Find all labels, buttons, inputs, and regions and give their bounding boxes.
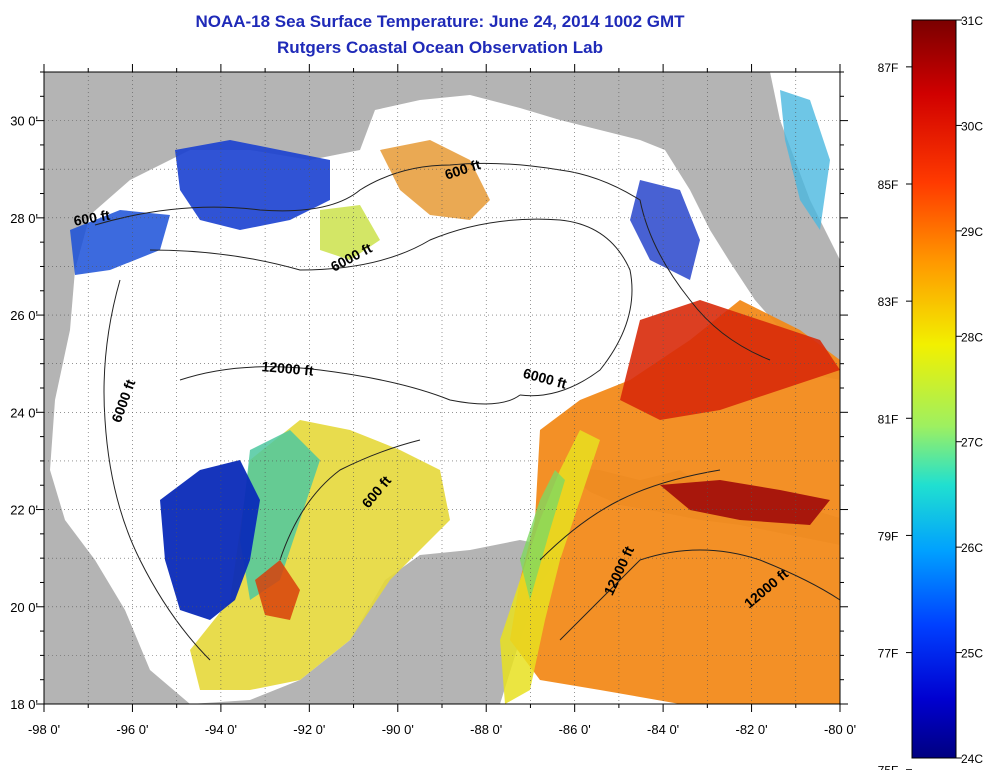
cb-label-fahrenheit: 75F [878, 764, 899, 770]
yucatan-land [320, 540, 545, 704]
lat-label: 22 0' [10, 503, 38, 518]
lat-label: 28 0' [10, 211, 38, 226]
lat-label: 26 0' [10, 308, 38, 323]
lat-label: 20 0' [10, 600, 38, 615]
cb-label-celsius: 28C [961, 330, 983, 344]
cb-label-fahrenheit: 79F [878, 529, 899, 543]
lon-label: -82 0' [735, 722, 767, 737]
cb-label-celsius: 24C [961, 752, 983, 766]
cb-label-celsius: 25C [961, 647, 983, 661]
cb-label-fahrenheit: 77F [878, 647, 899, 661]
map-subtitle: Rutgers Coastal Ocean Observation Lab [277, 38, 603, 57]
sst-north-orange [380, 140, 490, 220]
sst-green-band [520, 470, 565, 600]
lat-label: 30 0' [10, 114, 38, 129]
cb-label-fahrenheit: 83F [878, 295, 899, 309]
lon-label: -92 0' [293, 722, 325, 737]
contour-6000ft [103, 218, 633, 661]
sst-west-green [240, 430, 320, 600]
cb-label-celsius: 26C [961, 541, 983, 555]
contour-west-600ft [279, 439, 421, 561]
contour-east-12000ft [559, 549, 840, 641]
contour-label: 600 ft [72, 207, 111, 229]
sst-east-warm [510, 300, 840, 704]
cb-label-fahrenheit: 81F [878, 412, 899, 426]
lat-label: 24 0' [10, 405, 38, 420]
cb-label-celsius: 27C [961, 436, 983, 450]
contour-12000ft [179, 366, 721, 561]
lon-label: -90 0' [382, 722, 414, 737]
contour-600ft [94, 162, 771, 361]
lon-label: -98 0' [28, 722, 60, 737]
sst-yellow-band [500, 430, 600, 704]
sst-texas-blue [70, 210, 170, 275]
lon-label: -80 0' [824, 722, 856, 737]
cb-label-fahrenheit: 85F [878, 178, 899, 192]
cb-label-celsius: 30C [961, 119, 983, 133]
lon-label: -96 0' [116, 722, 148, 737]
sst-cuba-hot [660, 480, 830, 525]
lon-label: -88 0' [470, 722, 502, 737]
colorbar [911, 19, 957, 759]
sst-west-red [255, 560, 300, 620]
contour-label: 12000 ft [261, 358, 315, 379]
map-title: NOAA-18 Sea Surface Temperature: June 24… [195, 12, 685, 31]
lon-label: -94 0' [205, 722, 237, 737]
cb-label-fahrenheit: 87F [878, 61, 899, 75]
sst-mid-blue [630, 180, 700, 280]
lon-label: -86 0' [559, 722, 591, 737]
cb-label-celsius: 31C [961, 14, 983, 28]
lon-label: -84 0' [647, 722, 679, 737]
sst-west-blue [160, 460, 260, 620]
sst-florida-east [780, 90, 830, 230]
lat-label: 18 0' [10, 697, 38, 712]
sst-nw-yellow [320, 205, 380, 260]
cb-label-celsius: 29C [961, 225, 983, 239]
sst-east-hot [620, 300, 840, 420]
